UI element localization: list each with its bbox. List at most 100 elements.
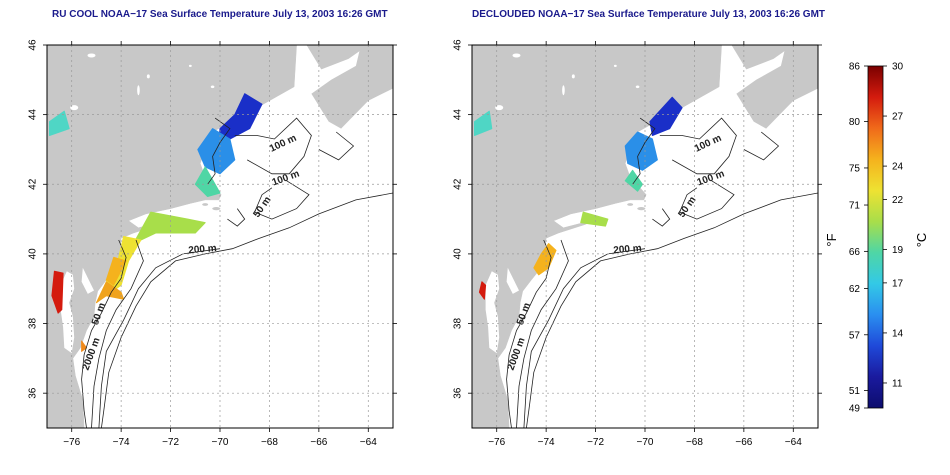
y-tick-label: 40 <box>28 248 39 260</box>
x-tick-label: −66 <box>310 437 327 448</box>
contour-gulf-maine <box>659 117 737 175</box>
x-tick-label: −76 <box>63 437 80 448</box>
y-tick-label: 38 <box>28 318 39 330</box>
fahrenheit-tick-label: 49 <box>849 404 861 415</box>
y-tick-label: 44 <box>453 109 464 121</box>
x-tick-label: −70 <box>637 437 654 448</box>
celsius-tick-label: 17 <box>892 278 904 289</box>
sst-cold-patch <box>197 128 236 175</box>
y-tick-label: 36 <box>28 387 39 399</box>
lake-marker <box>571 74 575 79</box>
lake-marker <box>210 85 215 89</box>
celsius-tick-label: 11 <box>892 378 903 389</box>
delaware-bay <box>506 267 519 294</box>
contour-scotian <box>743 131 780 161</box>
y-tick-label: 36 <box>453 387 464 399</box>
sst-coldest-patch <box>649 96 683 136</box>
fahrenheit-tick-label: 57 <box>849 330 861 341</box>
contour-50m <box>516 239 569 428</box>
x-tick-label: −76 <box>488 437 505 448</box>
new-brunswick-land <box>731 45 794 70</box>
lake-marker <box>87 53 96 58</box>
left-map-title: RU COOL NOAA−17 Sea Surface Temperature … <box>52 9 388 20</box>
x-tick-label: −74 <box>538 437 555 448</box>
nova-scotia-land <box>311 45 393 129</box>
lake-marker <box>146 74 150 79</box>
fahrenheit-tick-label: 51 <box>849 386 861 397</box>
right-map-title: DECLOUDED NOAA−17 Sea Surface Temperatur… <box>472 9 826 20</box>
celsius-tick-label: 14 <box>892 328 904 339</box>
celsius-tick-label: 30 <box>892 62 904 73</box>
fahrenheit-tick-label: 75 <box>849 163 861 174</box>
contour-2000m <box>526 192 818 428</box>
contour-nearshore <box>632 117 656 185</box>
celsius-tick-label: 24 <box>892 162 904 173</box>
y-tick-label: 40 <box>453 248 464 260</box>
contour-label: 200 m <box>613 243 642 256</box>
contour-shelf-inner <box>506 239 552 428</box>
marthas-vineyard <box>627 203 634 206</box>
celsius-tick-label: 22 <box>892 195 904 206</box>
fahrenheit-tick-label: 62 <box>849 284 861 295</box>
y-tick-label: 46 <box>28 39 39 51</box>
lake-marker <box>137 85 140 96</box>
contour-gulf-maine <box>234 117 312 175</box>
sst-warm-south-patch <box>95 281 125 304</box>
celsius-tick-label: 27 <box>892 112 904 123</box>
delaware-bay <box>81 267 94 294</box>
new-brunswick-land <box>306 45 369 70</box>
contour-loop <box>227 208 246 227</box>
sst-warm-patch <box>533 243 557 276</box>
lake-marker <box>635 85 640 89</box>
sst-bay-patch <box>51 270 64 314</box>
lake-marker <box>70 105 79 111</box>
nova-scotia-land <box>736 45 818 129</box>
sst-mid-patch <box>580 211 609 227</box>
sst-bay-patch <box>478 281 487 300</box>
contour-georges-bank <box>679 180 735 220</box>
contour-georges-bank <box>254 180 310 220</box>
y-tick-label: 42 <box>453 178 464 190</box>
sst-cool-patch <box>194 166 221 197</box>
contour-label: 200 m <box>188 243 217 256</box>
lake-marker <box>495 105 504 111</box>
contour-loop <box>652 208 671 227</box>
contour-nearshore <box>207 117 231 185</box>
x-tick-label: −70 <box>212 437 229 448</box>
nantucket-island <box>212 207 221 211</box>
contour-50m <box>91 239 144 428</box>
x-tick-label: −66 <box>735 437 752 448</box>
fahrenheit-tick-label: 66 <box>849 247 861 258</box>
contour-200m <box>98 248 221 428</box>
x-tick-label: −64 <box>785 437 802 448</box>
sst-lake-patch <box>49 110 70 136</box>
y-tick-label: 42 <box>28 178 39 190</box>
sst-lake-patch <box>474 110 493 136</box>
celsius-unit-label: °C <box>914 233 929 248</box>
x-tick-label: −74 <box>113 437 130 448</box>
x-tick-label: −72 <box>162 437 179 448</box>
lake-marker <box>188 64 192 67</box>
contour-200m <box>523 248 646 428</box>
fahrenheit-tick-label: 71 <box>849 201 861 212</box>
sst-small-patch <box>81 340 87 352</box>
chesapeake-bay <box>60 271 75 354</box>
chesapeake-bay <box>485 271 500 354</box>
y-tick-label: 38 <box>453 318 464 330</box>
celsius-tick-label: 19 <box>892 245 904 256</box>
x-tick-label: −68 <box>261 437 278 448</box>
sst-cool-patch <box>624 169 643 192</box>
contour-shelf-inner <box>81 239 127 428</box>
fahrenheit-unit-label: °F <box>824 233 839 246</box>
x-tick-label: −64 <box>360 437 377 448</box>
lake-marker <box>512 53 521 58</box>
lake-marker <box>562 85 565 96</box>
x-tick-label: −72 <box>587 437 604 448</box>
sst-warmer-patch <box>105 256 127 286</box>
contour-scotian <box>318 131 355 161</box>
temperature-colorbar: 86 80 75 71 66 62 57 51 49 30 27 24 22 19 17 14 11 °F °C <box>824 62 929 415</box>
lake-marker <box>613 64 617 67</box>
marthas-vineyard <box>202 203 209 206</box>
